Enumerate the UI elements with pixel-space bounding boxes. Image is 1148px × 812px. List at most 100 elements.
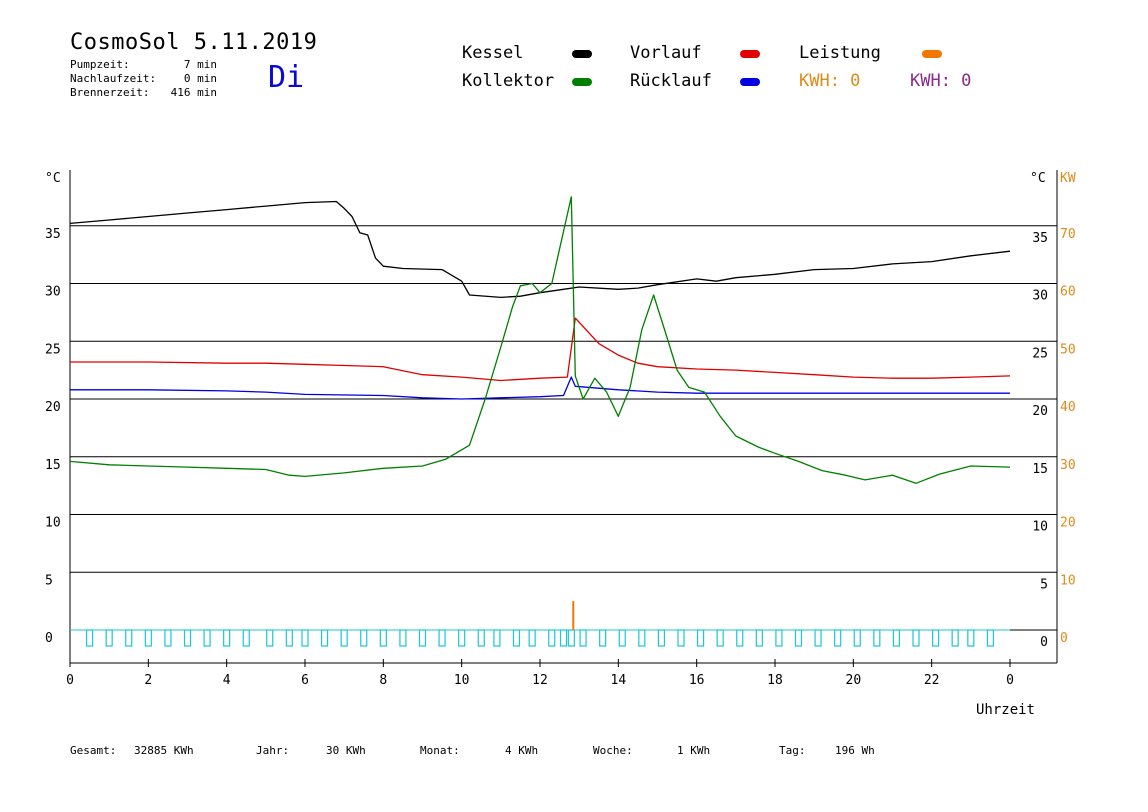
x-tick-label-1: 2 xyxy=(144,673,152,688)
pump-mark-25 xyxy=(559,629,568,647)
pump-mark-47 xyxy=(967,629,975,647)
pump-mark-27 xyxy=(579,629,587,647)
y-tick-label-right-30: 30 xyxy=(1032,289,1048,304)
y-tick-label-right-25: 25 xyxy=(1032,346,1048,361)
pump-mark-31 xyxy=(657,629,666,647)
pump-mark-15 xyxy=(379,629,387,647)
y-tick-label-left-5: 5 xyxy=(45,573,53,588)
legend-swatch-vorlauf xyxy=(740,50,760,58)
y-axis-unit-left: °C xyxy=(45,171,61,186)
pump-mark-32 xyxy=(677,629,685,647)
series-line-rücklauf xyxy=(70,376,1010,400)
y-tick-label-left-25: 25 xyxy=(45,342,61,357)
kw-tick-label-20: 20 xyxy=(1060,516,1076,531)
pump-mark-8 xyxy=(242,629,250,647)
x-tick-label-8: 16 xyxy=(689,673,705,688)
y-tick-label-right-20: 20 xyxy=(1032,404,1048,419)
x-tick-label-4: 8 xyxy=(379,673,387,688)
pump-mark-45 xyxy=(931,629,940,647)
x-tick-label-2: 4 xyxy=(223,673,231,688)
pump-mark-39 xyxy=(814,629,822,647)
kw-tick-label-30: 30 xyxy=(1060,458,1076,473)
pump-mark-7 xyxy=(223,629,231,647)
kw-tick-label-50: 50 xyxy=(1060,342,1076,357)
x-tick-label-5: 10 xyxy=(454,673,470,688)
y-tick-label-right-35: 35 xyxy=(1032,231,1048,246)
x-tick-label-7: 14 xyxy=(611,673,627,688)
pump-mark-22 xyxy=(512,629,521,647)
pump-mark-43 xyxy=(892,629,901,647)
kwh-value-2: KWH: 0 xyxy=(910,71,972,91)
pump-mark-26 xyxy=(567,629,575,647)
pump-mark-23 xyxy=(528,629,536,647)
pump-mark-42 xyxy=(873,629,881,647)
pump-mark-1 xyxy=(105,629,113,647)
legend-swatch-kessel xyxy=(572,50,592,58)
pump-mark-3 xyxy=(144,629,152,647)
stat-value-brennerzeit: 416 min xyxy=(170,86,217,99)
footer-jahr-label: Jahr: xyxy=(256,744,290,757)
y-tick-label-right-5: 5 xyxy=(1040,577,1048,592)
series-line-vorlauf xyxy=(70,317,1011,382)
y-tick-label-left-15: 15 xyxy=(45,458,61,473)
pump-mark-46 xyxy=(951,629,959,647)
kw-tick-label-40: 40 xyxy=(1060,400,1076,415)
pump-mark-19 xyxy=(458,629,466,647)
stat-value-pumpzeit: 7 min xyxy=(183,58,217,71)
y-tick-label-left-20: 20 xyxy=(45,400,61,415)
x-tick-label-11: 22 xyxy=(924,673,940,688)
footer-woche-label: Woche: xyxy=(593,744,633,757)
footer-jahr-value: 30 KWh xyxy=(326,744,366,757)
kwh-value-1: KWH: 0 xyxy=(799,71,861,91)
pump-mark-34 xyxy=(716,629,724,647)
y-tick-label-left-0: 0 xyxy=(45,631,53,646)
stat-label-nachlaufzeit: Nachlaufzeit: xyxy=(70,72,157,85)
pump-mark-4 xyxy=(164,629,172,647)
y-axis-unit-right: °C xyxy=(1030,171,1046,186)
pump-mark-9 xyxy=(266,629,274,647)
footer-gesamt-value: 32885 KWh xyxy=(134,744,194,757)
legend-label-kollektor: Kollektor xyxy=(462,71,555,91)
footer-monat-value: 4 KWh xyxy=(505,744,539,757)
x-tick-label-6: 12 xyxy=(532,673,548,688)
y-tick-label-left-35: 35 xyxy=(45,227,61,242)
legend-label-vorlauf: Vorlauf xyxy=(630,43,702,63)
legend-label-ruecklauf: Rücklauf xyxy=(630,71,712,91)
page-title: CosmoSol 5.11.2019 xyxy=(70,30,318,55)
stat-value-nachlaufzeit: 0 min xyxy=(183,72,217,85)
pump-mark-37 xyxy=(775,629,783,647)
kw-tick-label-10: 10 xyxy=(1060,573,1076,588)
pump-mark-12 xyxy=(320,629,329,647)
pump-mark-16 xyxy=(399,629,407,647)
legend-swatch-ruecklauf xyxy=(740,78,760,86)
series-line-kessel xyxy=(69,200,1011,299)
pump-mark-44 xyxy=(912,629,920,647)
kw-tick-label-70: 70 xyxy=(1060,227,1076,242)
pump-mark-18 xyxy=(438,629,446,647)
pump-mark-36 xyxy=(755,629,763,647)
pump-mark-20 xyxy=(477,629,485,647)
pump-mark-40 xyxy=(834,629,842,647)
y-tick-label-left-30: 30 xyxy=(45,285,61,300)
pump-mark-6 xyxy=(203,629,211,647)
footer-monat-label: Monat: xyxy=(420,744,460,757)
x-tick-label-0: 0 xyxy=(66,673,74,688)
pump-mark-11 xyxy=(301,629,309,647)
y-tick-label-left-10: 10 xyxy=(45,516,61,531)
weekday-label: Di xyxy=(268,60,305,95)
pump-mark-2 xyxy=(125,629,133,647)
pump-mark-35 xyxy=(736,629,744,647)
pump-mark-17 xyxy=(418,629,427,647)
pump-mark-29 xyxy=(618,629,626,647)
legend-label-kessel: Kessel xyxy=(462,43,524,63)
legend-swatch-leistung xyxy=(922,50,942,58)
y-tick-label-right-15: 15 xyxy=(1032,462,1048,477)
pump-mark-5 xyxy=(183,629,192,647)
stat-label-pumpzeit: Pumpzeit: xyxy=(70,58,130,71)
pump-mark-24 xyxy=(548,629,556,647)
legend-swatch-kollektor xyxy=(572,78,592,86)
pump-mark-30 xyxy=(638,629,646,647)
pump-mark-38 xyxy=(794,629,803,647)
pump-mark-48 xyxy=(986,629,995,647)
